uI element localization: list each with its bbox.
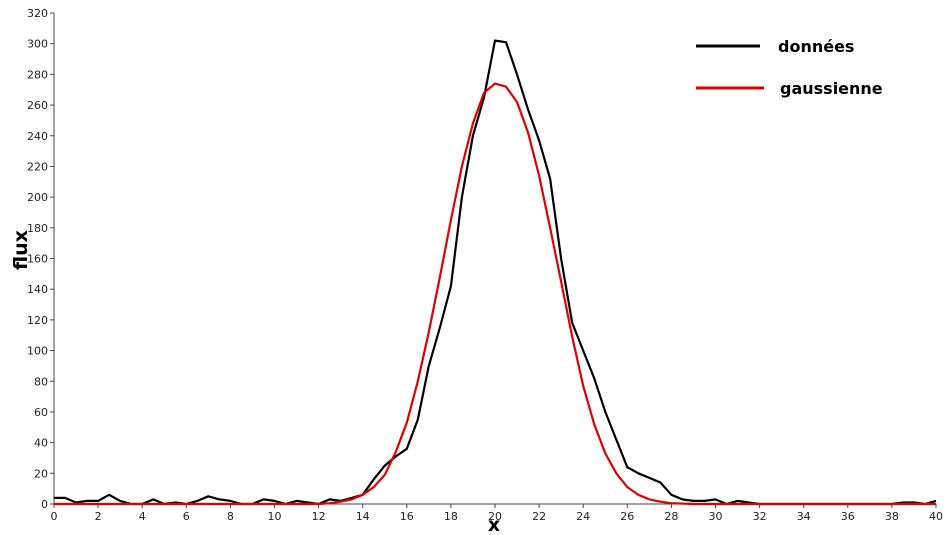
y-tick-label: 0 [41,498,48,511]
legend: données gaussienne [696,37,883,98]
x-axis-title: x [488,514,500,535]
series-line-gaussienne [54,82,936,506]
x-tick-label: 20 [488,510,502,523]
legend-label: données [778,37,854,56]
y-tick-label: 320 [27,7,48,20]
x-tick-label: 0 [51,510,58,523]
legend-label: gaussienne [780,79,883,98]
y-tick-label: 100 [27,345,48,358]
x-tick-label: 22 [532,510,546,523]
x-tick-label: 10 [268,510,282,523]
x-tick-label: 32 [753,510,767,523]
x-tick-label: 18 [444,510,458,523]
x-tick-label: 6 [183,510,190,523]
y-tick-label: 200 [27,191,48,204]
y-tick-label: 180 [27,222,48,235]
series-line-donnees [54,39,937,506]
y-tick-label: 220 [27,160,48,173]
x-tick-label: 36 [841,510,855,523]
x-axis-ticks: 0 2 4 6 8 10 12 14 16 18 20 22 24 26 28 30 32 34 36 38 40 [51,504,943,523]
y-tick-label: 280 [27,68,48,81]
x-tick-label: 8 [227,510,234,523]
x-tick-label: 12 [312,510,326,523]
x-tick-label: 40 [929,510,943,523]
y-axis-ticks: 0 20 40 60 80 100 120 140 160 180 200 220 240 260 280 3… [27,7,54,511]
y-tick-label: 240 [27,130,48,143]
x-tick-label: 34 [797,510,811,523]
series-layer [54,39,937,506]
y-tick-label: 260 [27,99,48,112]
x-tick-label: 2 [95,510,102,523]
y-tick-label: 120 [27,314,48,327]
y-tick-label: 60 [34,406,48,419]
x-tick-label: 26 [620,510,634,523]
x-tick-label: 30 [709,510,723,523]
x-tick-label: 24 [576,510,590,523]
x-tick-label: 4 [139,510,146,523]
y-tick-label: 160 [27,253,48,266]
y-axis-title: flux [10,230,32,270]
x-tick-label: 14 [356,510,370,523]
x-tick-label: 28 [664,510,678,523]
y-tick-label: 140 [27,283,48,296]
y-tick-label: 300 [27,38,48,51]
y-tick-label: 40 [34,437,48,450]
y-tick-label: 80 [34,375,48,388]
y-tick-label: 20 [34,467,48,480]
x-tick-label: 16 [400,510,414,523]
x-tick-label: 38 [885,510,899,523]
